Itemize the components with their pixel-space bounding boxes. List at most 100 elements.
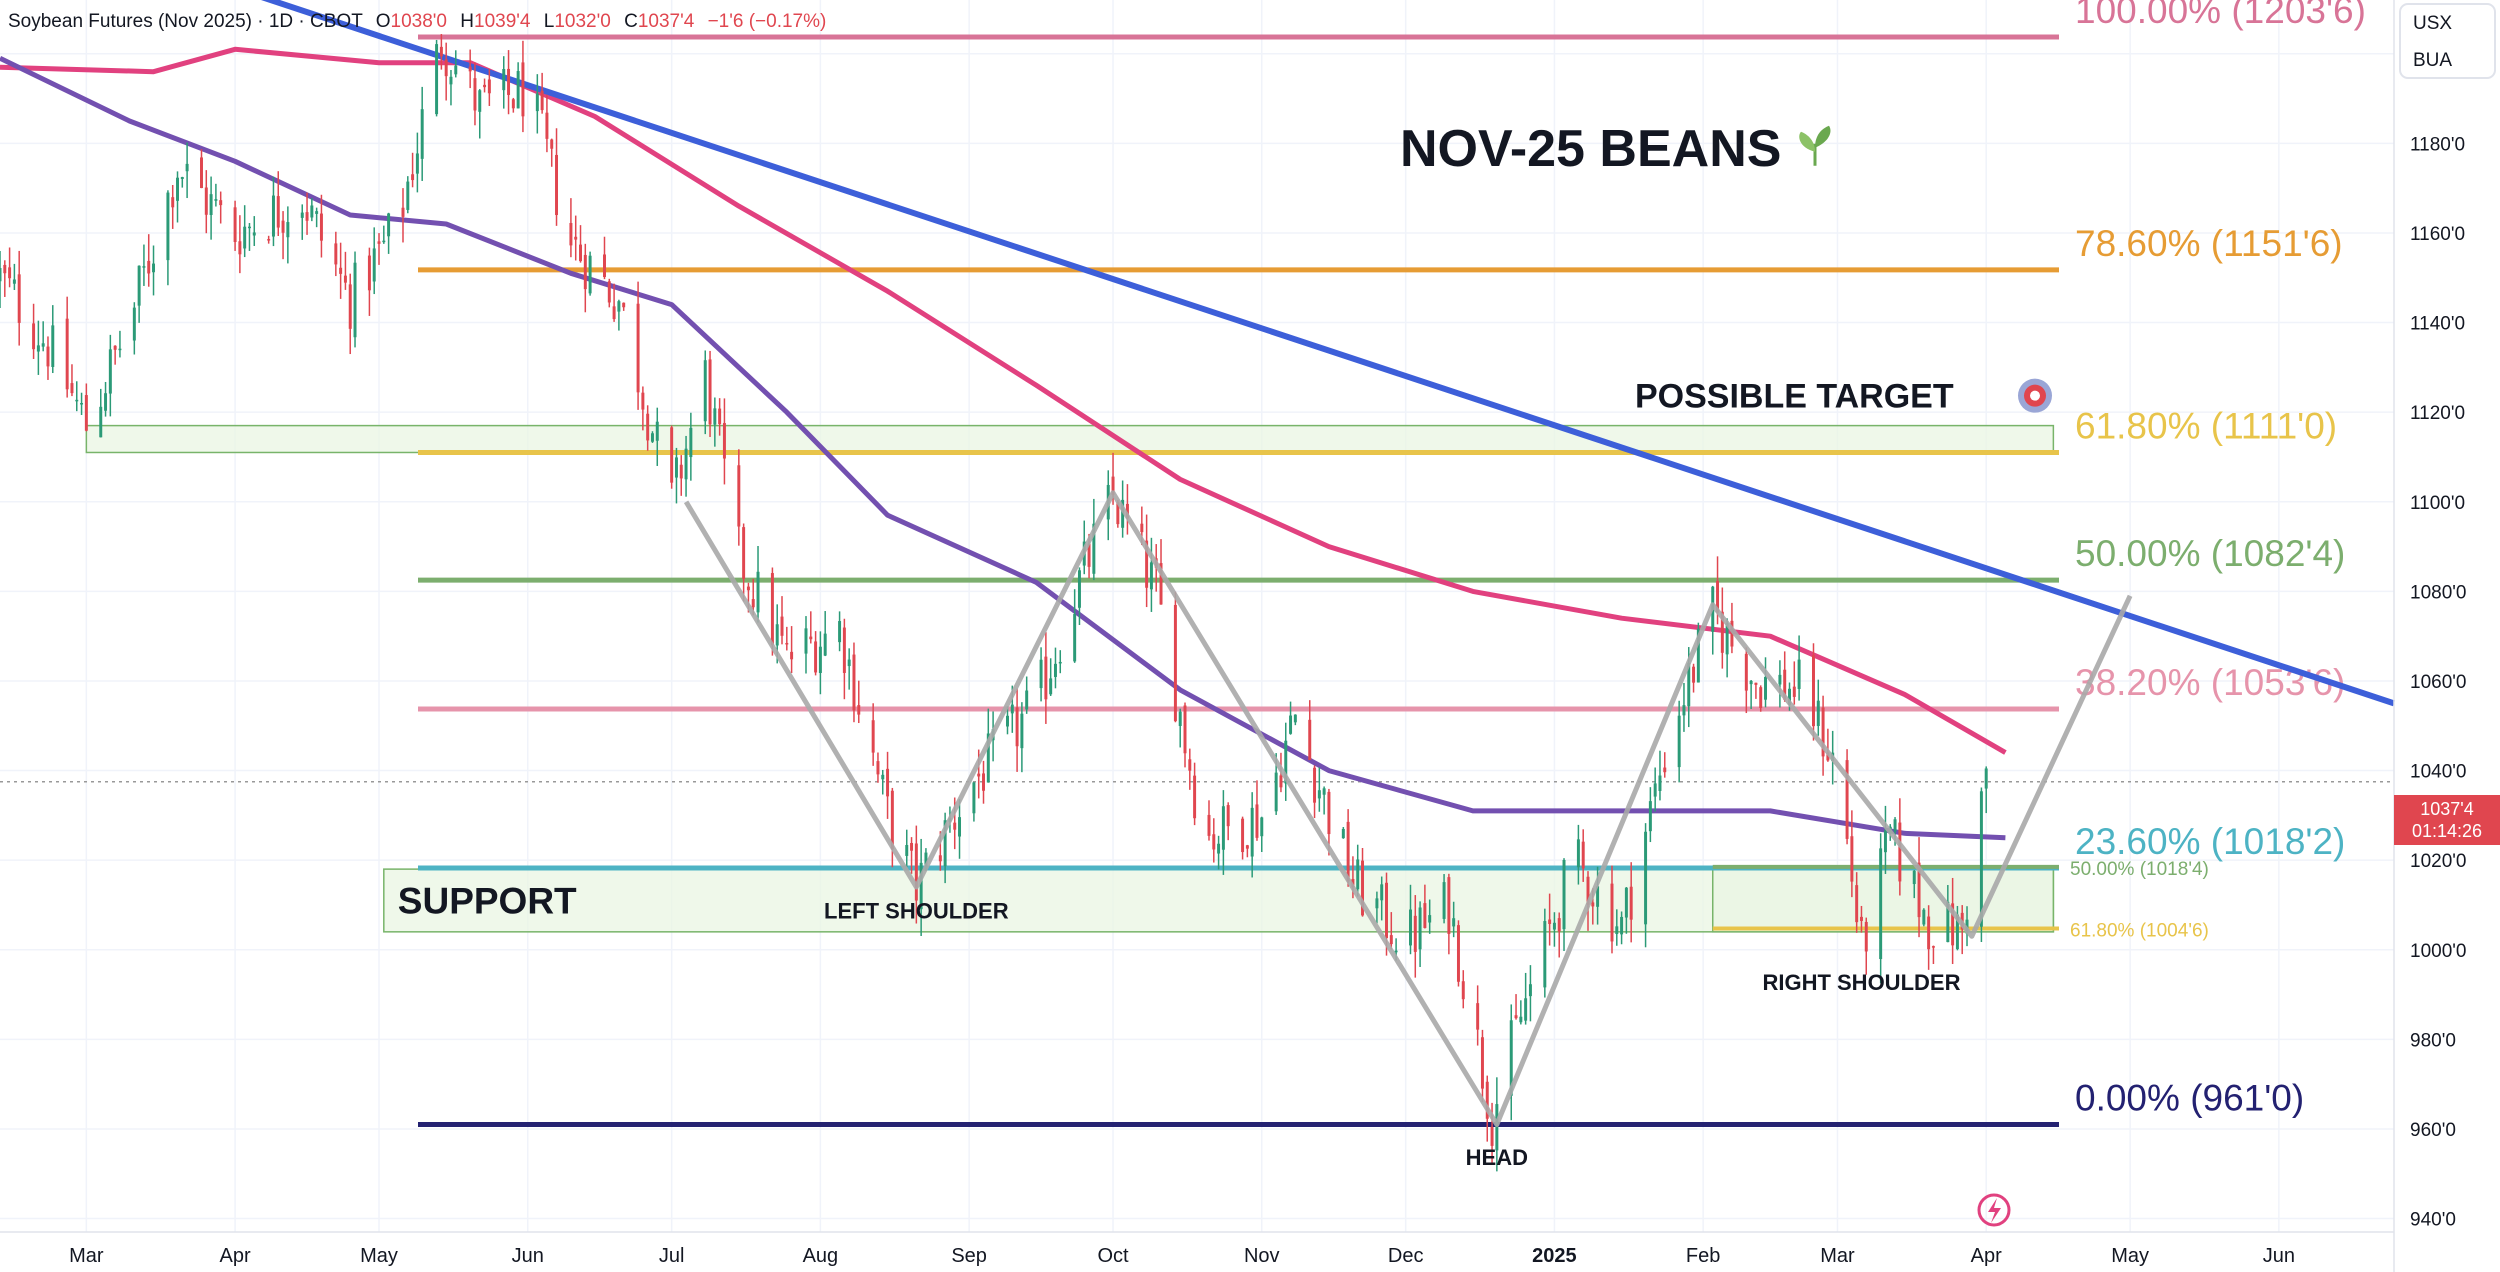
annotation-label: RIGHT SHOULDER [1762, 970, 1960, 995]
candle-body [281, 220, 285, 233]
candle-body [1946, 901, 1950, 943]
candle-body [17, 274, 21, 323]
candle-body [1620, 916, 1624, 935]
candle-body [80, 402, 84, 405]
candle-body [890, 790, 894, 850]
candle-body [1260, 817, 1264, 837]
candle-body [617, 301, 621, 312]
candle-body [579, 244, 582, 262]
candle-body [243, 226, 247, 249]
candle-body [1548, 919, 1552, 924]
candle-body [1730, 620, 1734, 647]
candle-body [1816, 700, 1820, 726]
candle-body [46, 346, 50, 367]
candle-body [881, 774, 885, 780]
pattern-line [683, 490, 2133, 1127]
candle-body [1850, 836, 1854, 882]
candle-body [1327, 791, 1331, 835]
candle-body [1159, 563, 1163, 605]
candle-body [713, 408, 717, 425]
candle-body [185, 163, 189, 172]
candle-body [809, 636, 813, 640]
candle-body [473, 78, 477, 111]
candle-body [108, 349, 112, 394]
fib-label: 38.20% (1053'6) [2075, 662, 2345, 703]
annotation-label: LEFT SHOULDER [824, 898, 1009, 923]
candle-body [118, 348, 122, 351]
chart-title: NOV-25 BEANS [1400, 120, 1781, 178]
candle-body [886, 768, 890, 797]
candlesticks [0, 34, 1988, 1172]
candle-body [468, 66, 472, 72]
candle-body [1931, 946, 1935, 948]
candle-body [1514, 1015, 1518, 1019]
candle-body [1380, 884, 1384, 901]
candle-body [1629, 886, 1633, 920]
candle-body [1658, 775, 1662, 791]
candle-body [746, 586, 750, 591]
candle-body [1308, 719, 1312, 760]
candle-body [1020, 713, 1024, 749]
candle-body [876, 761, 880, 775]
candle-body [540, 90, 544, 111]
candle-body [1322, 788, 1326, 795]
candle-body [1058, 661, 1062, 664]
candle-body [32, 323, 36, 350]
fibonacci-levels: 100.00% (1203'6) 78.60% (1151'6) 61.80% (1… [0, 0, 2394, 1127]
y-tick-label: 1120'0 [2410, 403, 2465, 424]
symbol-info: Soybean Futures (Nov 2025) · 1D · CBOT O… [8, 11, 826, 32]
candle-body [689, 427, 693, 458]
candle-body [1581, 841, 1585, 869]
candle-body [919, 862, 923, 910]
candle-body [555, 154, 559, 216]
candle-body [1442, 882, 1446, 919]
candle-body [1284, 740, 1288, 784]
candle-body [238, 241, 242, 255]
y-tick-label: 1040'0 [2410, 762, 2466, 783]
price-zones: SUPPORT [85, 424, 2055, 933]
candle-body [1696, 628, 1700, 683]
candle-body [1452, 918, 1456, 927]
candle-body [1759, 687, 1763, 708]
candle-body [818, 646, 822, 674]
candle-body [252, 232, 256, 236]
candle-body [1764, 677, 1768, 700]
annotation-label: POSSIBLE TARGET [1635, 378, 1954, 416]
candle-body [353, 262, 357, 338]
candle-body [1293, 714, 1297, 723]
currency-box[interactable]: USX BUA [2399, 3, 2496, 79]
svg-text:01:14:26: 01:14:26 [2412, 821, 2482, 841]
candle-body [1720, 611, 1724, 653]
candle-body [99, 406, 103, 438]
trendline [260, 0, 2395, 707]
candle-body [1485, 1081, 1489, 1119]
candle-body [1898, 822, 1902, 882]
moving-average-line [0, 46, 2007, 755]
candle-body [343, 275, 347, 283]
candle-body [1653, 783, 1657, 797]
candle-body [1317, 790, 1321, 799]
x-tick-label: Nov [1244, 1245, 1280, 1267]
candle-body [583, 254, 587, 290]
zone-label: SUPPORT [398, 880, 577, 921]
fib-label: 78.60% (1151'6) [2075, 223, 2343, 264]
candle-body [377, 241, 381, 244]
candle-body [200, 157, 203, 189]
candle-body [401, 207, 405, 217]
last-price-tag: 1037'4 01:14:26 [2394, 795, 2500, 845]
candle-body [958, 817, 962, 837]
candle-body [171, 197, 175, 208]
candle-body [1955, 914, 1959, 950]
candle-body [1682, 705, 1686, 716]
candle-body [718, 408, 722, 425]
candle-body [1346, 821, 1350, 882]
candle-body [1927, 916, 1931, 950]
lightning-icon[interactable] [1977, 1193, 2011, 1227]
candle-body [1490, 1126, 1494, 1146]
candle-body [382, 240, 386, 243]
candle-body [1006, 715, 1009, 727]
candle-body [1389, 935, 1393, 945]
candle-body [406, 181, 410, 210]
candle-body [780, 616, 784, 636]
